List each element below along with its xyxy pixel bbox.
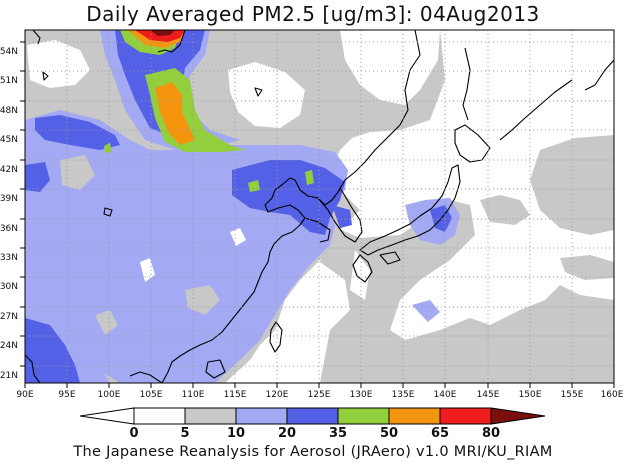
lon-tick-label: 95E bbox=[58, 390, 75, 400]
lat-tick-label: 36N bbox=[0, 224, 18, 234]
pm25-band-gt80 bbox=[150, 30, 175, 36]
lon-tick-label: 125E bbox=[308, 390, 331, 400]
lat-lon-grid bbox=[25, 30, 614, 383]
lat-tick-label: 45N bbox=[0, 135, 18, 145]
colorbar-label: 80 bbox=[482, 426, 500, 441]
colorbar-label: 10 bbox=[227, 426, 245, 441]
pm25-band-65-80 bbox=[135, 30, 185, 42]
lon-tick-label: 140E bbox=[434, 390, 457, 400]
lon-tick-label: 115E bbox=[224, 390, 247, 400]
colorbar-label: 65 bbox=[431, 426, 449, 441]
colorbar-label: 50 bbox=[380, 426, 398, 441]
lon-tick-label: 120E bbox=[266, 390, 289, 400]
lon-tick-label: 155E bbox=[561, 390, 584, 400]
map-title: Daily Averaged PM2.5 [ug/m3]: 04Aug2013 bbox=[86, 2, 540, 26]
colorbar-segment-50-65 bbox=[388, 407, 441, 425]
colorbar-segment-35-50 bbox=[337, 407, 390, 425]
colorbar-label: 20 bbox=[278, 426, 296, 441]
lon-tick-label: 130E bbox=[350, 390, 373, 400]
lat-tick-label: 42N bbox=[0, 165, 18, 175]
lon-tick-label: 160E bbox=[601, 390, 624, 400]
colorbar-segment-10-20 bbox=[235, 407, 288, 425]
lat-tick-label: 51N bbox=[0, 76, 18, 86]
lat-tick-label: 21N bbox=[0, 371, 18, 381]
lat-tick-label: 30N bbox=[0, 282, 18, 292]
lon-tick-label: 135E bbox=[392, 390, 415, 400]
colorbar-arrow-low bbox=[79, 407, 135, 425]
lon-tick-label: 110E bbox=[182, 390, 205, 400]
lat-tick-label: 33N bbox=[0, 253, 18, 263]
colorbar-segment-65-80 bbox=[439, 407, 492, 425]
lon-tick-label: 150E bbox=[519, 390, 542, 400]
colorbar-segment-0-5 bbox=[133, 407, 186, 425]
lat-tick-labels: 21N 24N 27N 30N 33N 36N 39N 42N 45N 48N … bbox=[0, 47, 18, 381]
colorbar-arrow-high bbox=[490, 407, 546, 425]
lat-tick-label: 48N bbox=[0, 106, 18, 116]
colorbar-label: 0 bbox=[129, 426, 138, 441]
colorbar-segment-5-10 bbox=[184, 407, 237, 425]
colorbar-label: 35 bbox=[329, 426, 347, 441]
lat-tick-label: 39N bbox=[0, 194, 18, 204]
colorbar-label: 5 bbox=[180, 426, 189, 441]
credit-footer: The Japanese Reanalysis for Aerosol (JRA… bbox=[73, 444, 553, 460]
coastlines bbox=[25, 30, 614, 383]
lon-tick-labels: 90E 95E 100E 105E 110E 115E 120E 125E 13… bbox=[16, 390, 623, 400]
lat-tick-label: 54N bbox=[0, 47, 18, 57]
lon-tick-label: 90E bbox=[16, 390, 33, 400]
lat-tick-label: 24N bbox=[0, 341, 18, 351]
lon-tick-label: 100E bbox=[98, 390, 121, 400]
tick-marks bbox=[20, 41, 615, 388]
lon-tick-label: 105E bbox=[140, 390, 163, 400]
colorbar-segment-20-35 bbox=[286, 407, 339, 425]
lat-tick-label: 27N bbox=[0, 312, 18, 322]
lon-tick-label: 145E bbox=[477, 390, 500, 400]
